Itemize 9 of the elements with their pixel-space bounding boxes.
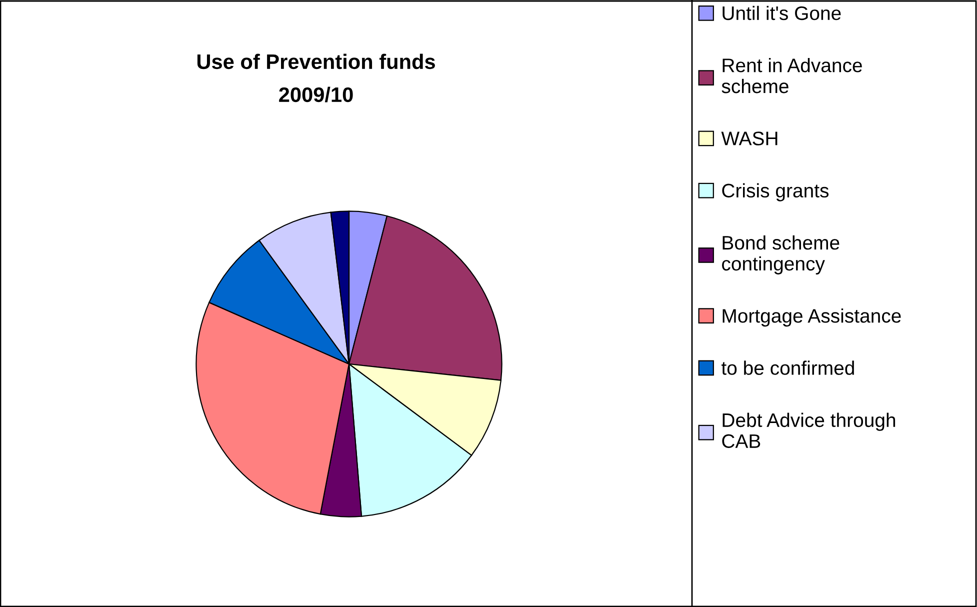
legend-label: Mortgage Assistance bbox=[722, 308, 901, 327]
legend-label: WASH bbox=[721, 132, 778, 146]
text: Use of Prevention funds 2009/10 bbox=[197, 54, 435, 102]
legend-label: Crisis grants bbox=[722, 183, 829, 202]
legend-label: Until it's Gone bbox=[722, 6, 841, 20]
legend-label: to be confirmed bbox=[721, 360, 854, 375]
legend-label: Debt Advice through CAB bbox=[722, 412, 896, 448]
legend-label: Bond scheme contingency bbox=[722, 235, 840, 274]
legend-label: Rent in Advance scheme bbox=[722, 58, 862, 94]
